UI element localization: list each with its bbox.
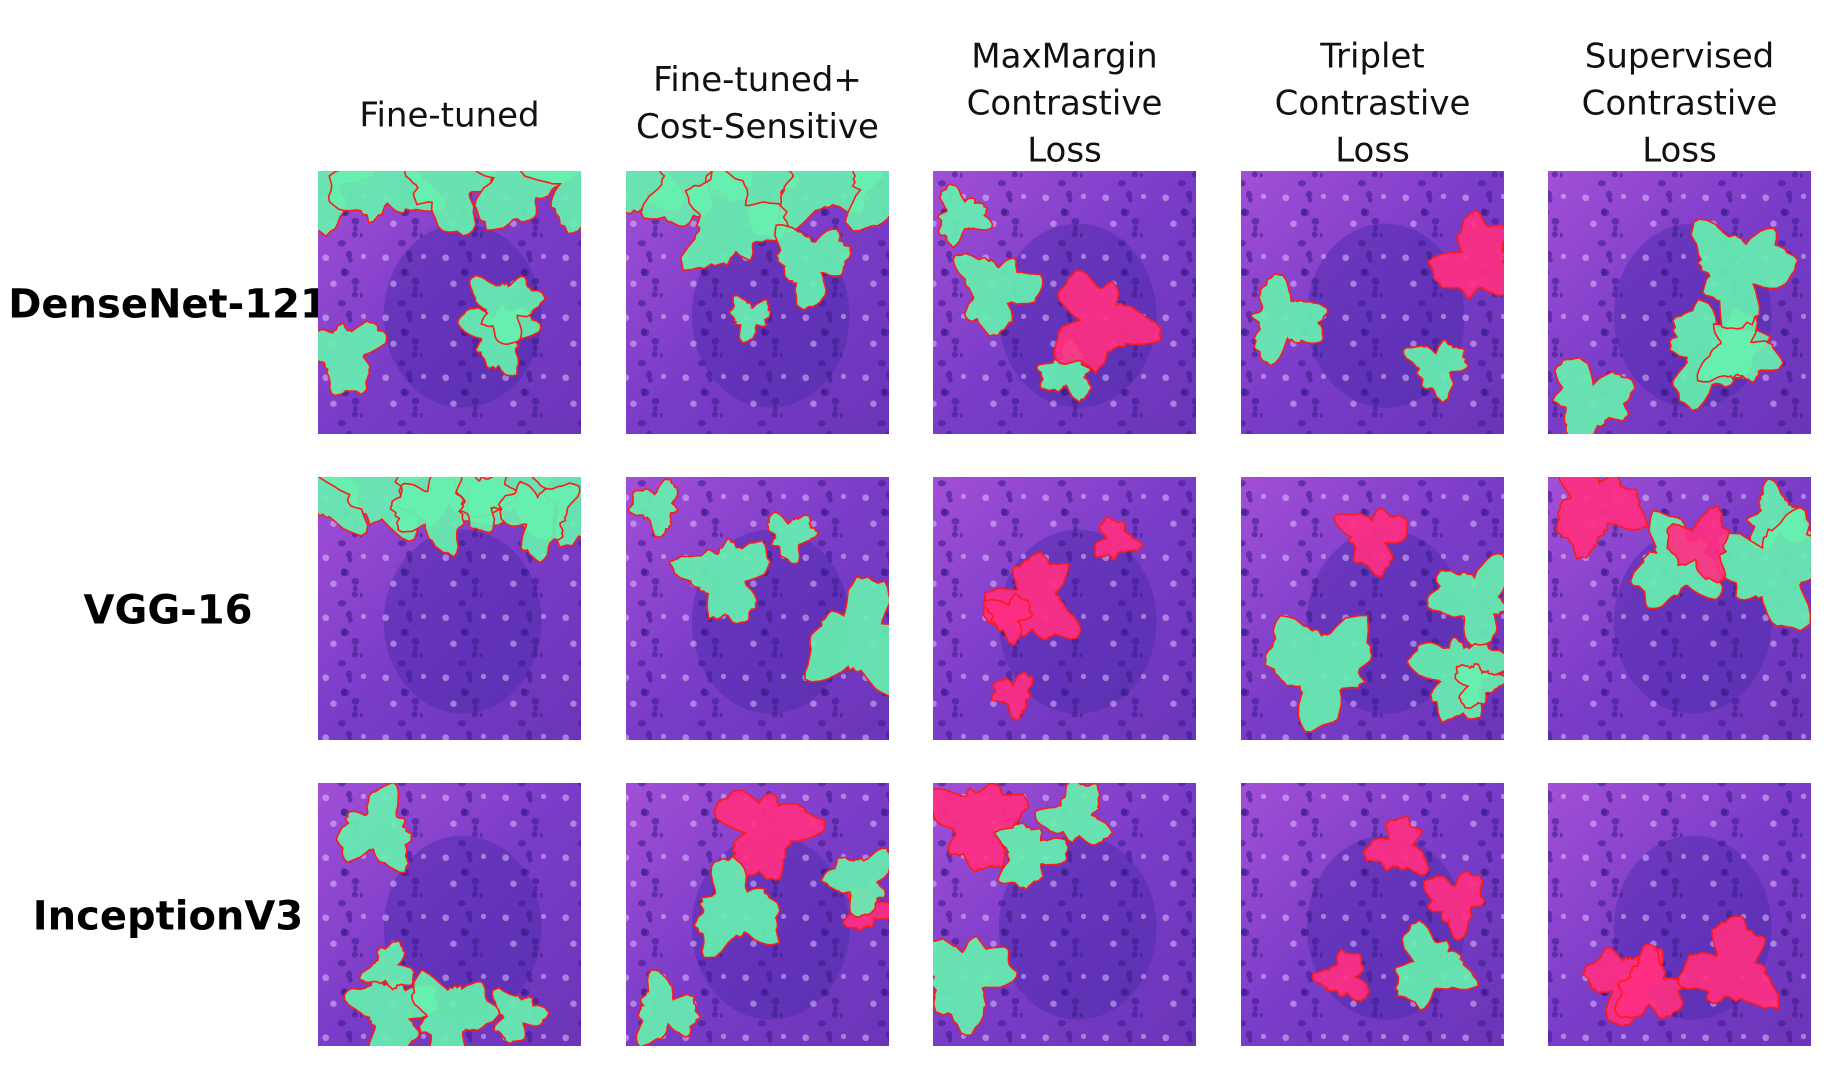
segment-region	[667, 536, 772, 625]
segment-region	[1093, 515, 1143, 561]
column-header: Contrastive	[967, 84, 1163, 124]
segment-region	[844, 171, 889, 232]
segment-region	[933, 935, 1019, 1037]
segment-region	[1454, 663, 1504, 710]
column-header: Loss	[1335, 131, 1410, 171]
row-label: DenseNet-121	[8, 282, 328, 328]
segment-region	[358, 939, 416, 991]
segment-region	[1666, 504, 1731, 584]
image-tile	[1241, 477, 1504, 740]
column-header: Contrastive	[1275, 84, 1471, 124]
segment-region	[1362, 815, 1430, 876]
segment-region	[1264, 614, 1373, 733]
segment-region	[491, 986, 550, 1045]
segment-region	[318, 320, 388, 397]
segment-region	[468, 274, 547, 346]
segment-region	[982, 593, 1034, 646]
segment-region	[635, 969, 702, 1046]
column-header: Supervised	[1585, 37, 1774, 77]
image-tile	[933, 171, 1196, 434]
image-tile	[1241, 783, 1504, 1046]
segment-region	[728, 294, 772, 344]
column-header: Fine-tuned	[359, 96, 539, 136]
image-tile	[933, 477, 1196, 740]
column-header: Loss	[1642, 131, 1717, 171]
image-tile	[1548, 783, 1811, 1046]
segment-region	[410, 968, 501, 1046]
segment-region	[679, 171, 790, 272]
column-header: Fine-tuned+	[653, 60, 862, 100]
segment-region	[335, 783, 413, 874]
segment-region	[473, 171, 581, 231]
segment-region	[1422, 869, 1486, 942]
segment-region	[1690, 218, 1799, 330]
segment-region	[1332, 507, 1409, 578]
segment-region	[1555, 477, 1649, 560]
segment-region	[933, 783, 1029, 873]
segment-region	[990, 671, 1034, 721]
segment-region	[389, 477, 466, 559]
column-header: Contrastive	[1582, 84, 1778, 124]
segment-region	[1426, 209, 1504, 300]
image-tile	[318, 171, 581, 434]
image-tile	[318, 783, 581, 1046]
segment-region	[627, 478, 679, 539]
row-label: VGG-16	[84, 588, 253, 634]
segment-region	[1613, 943, 1684, 1020]
segment-region	[1034, 783, 1114, 847]
segment-region	[1053, 269, 1162, 375]
column-header: MaxMargin	[971, 37, 1157, 77]
segment-region	[519, 171, 581, 235]
column-header: Triplet	[1319, 37, 1424, 77]
image-tile	[1548, 171, 1811, 434]
segment-region	[991, 822, 1069, 891]
row-label: InceptionV3	[33, 894, 303, 940]
segment-region	[1402, 338, 1469, 404]
image-tile	[1241, 171, 1504, 434]
segment-region	[774, 223, 852, 311]
segment-region	[497, 480, 581, 564]
segment-region	[1250, 273, 1329, 367]
image-tile	[626, 783, 889, 1046]
segment-region	[1551, 357, 1637, 434]
segment-region	[403, 171, 502, 237]
segment-region	[1311, 948, 1371, 1003]
segment-region	[1426, 552, 1504, 648]
segment-region	[1696, 306, 1785, 384]
segment-region	[1394, 919, 1480, 1012]
image-tile	[626, 171, 889, 434]
segment-region	[765, 511, 820, 565]
segment-region	[804, 575, 889, 697]
segment-region	[713, 789, 827, 882]
image-tile	[318, 477, 581, 740]
image-tile	[1548, 477, 1811, 740]
column-header: Loss	[1027, 131, 1102, 171]
segment-region	[1677, 915, 1780, 1010]
segment-region	[692, 855, 781, 959]
image-tile	[626, 477, 889, 740]
segment-region	[819, 847, 889, 919]
image-tile	[933, 783, 1196, 1046]
segment-region	[952, 252, 1044, 337]
segment-region	[936, 183, 994, 249]
column-header: Cost-Sensitive	[636, 107, 879, 147]
